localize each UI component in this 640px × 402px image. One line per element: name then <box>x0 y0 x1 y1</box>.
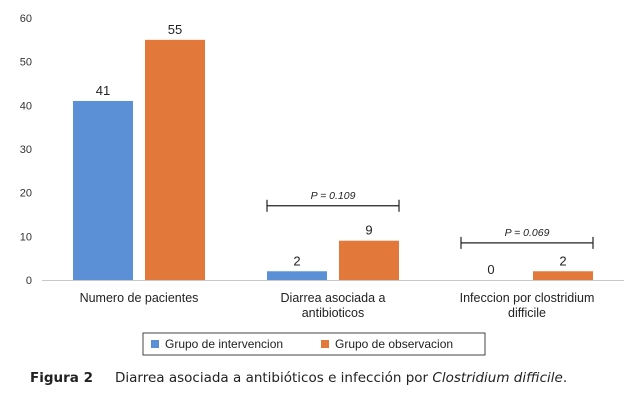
x-tick-label: Diarrea asociada a antibioticos <box>281 291 386 320</box>
data-label: 2 <box>293 253 300 268</box>
y-tick-label: 20 <box>20 188 32 200</box>
figure-label: Figura 2 <box>30 370 93 386</box>
significance-bracket <box>266 199 400 212</box>
caption-italic-text: Clostridium difficile <box>432 370 563 386</box>
data-label: 55 <box>168 22 182 37</box>
bar <box>339 240 399 280</box>
legend-box <box>142 332 486 356</box>
data-label: 9 <box>365 223 372 238</box>
legend-swatch <box>151 340 159 348</box>
y-tick-label: 60 <box>20 13 32 25</box>
x-tick-label: Infeccion por clostridium difficile <box>460 291 595 320</box>
data-label: 0 <box>487 262 494 277</box>
bar <box>533 271 593 280</box>
caption-end: . <box>562 370 568 386</box>
significance-annotations: P = 0.109 P = 0.069 <box>266 190 594 249</box>
legend-swatch <box>321 340 329 348</box>
p-value-label: P = 0.069 <box>505 227 550 239</box>
y-tick-label: 40 <box>20 100 32 112</box>
bar <box>73 100 133 280</box>
y-tick-label: 10 <box>20 231 32 243</box>
bar <box>267 271 327 280</box>
bars <box>73 39 593 281</box>
value-labels: 41 55 2 9 0 2 <box>96 22 567 277</box>
p-value-label: P = 0.109 <box>311 190 356 202</box>
x-tick-label: Numero de pacientes <box>80 291 199 305</box>
data-label: 41 <box>96 83 110 98</box>
legend-entry: Grupo de observacion <box>335 337 453 351</box>
bar-chart: 0 10 20 30 40 50 60 41 55 2 9 0 2 P = 0.109 P = 0.06… <box>20 13 624 356</box>
legend-entry: Grupo de intervencion <box>165 337 283 351</box>
y-tick-label: 0 <box>26 275 32 287</box>
legend: Grupo de intervencion Grupo de observacio… <box>142 332 486 356</box>
caption-text: Diarrea asociada a antibióticos e infecc… <box>115 370 433 386</box>
data-label: 2 <box>559 253 566 268</box>
y-axis: 0 10 20 30 40 50 60 <box>20 13 32 287</box>
x-axis: Numero de pacientes Diarrea asociada a ant… <box>42 280 624 320</box>
y-tick-label: 30 <box>20 144 32 156</box>
bar <box>145 39 205 281</box>
significance-bracket <box>460 236 594 249</box>
y-tick-label: 50 <box>20 57 32 69</box>
figure-caption: Figura 2 Diarrea asociada a antibióticos … <box>30 370 630 386</box>
